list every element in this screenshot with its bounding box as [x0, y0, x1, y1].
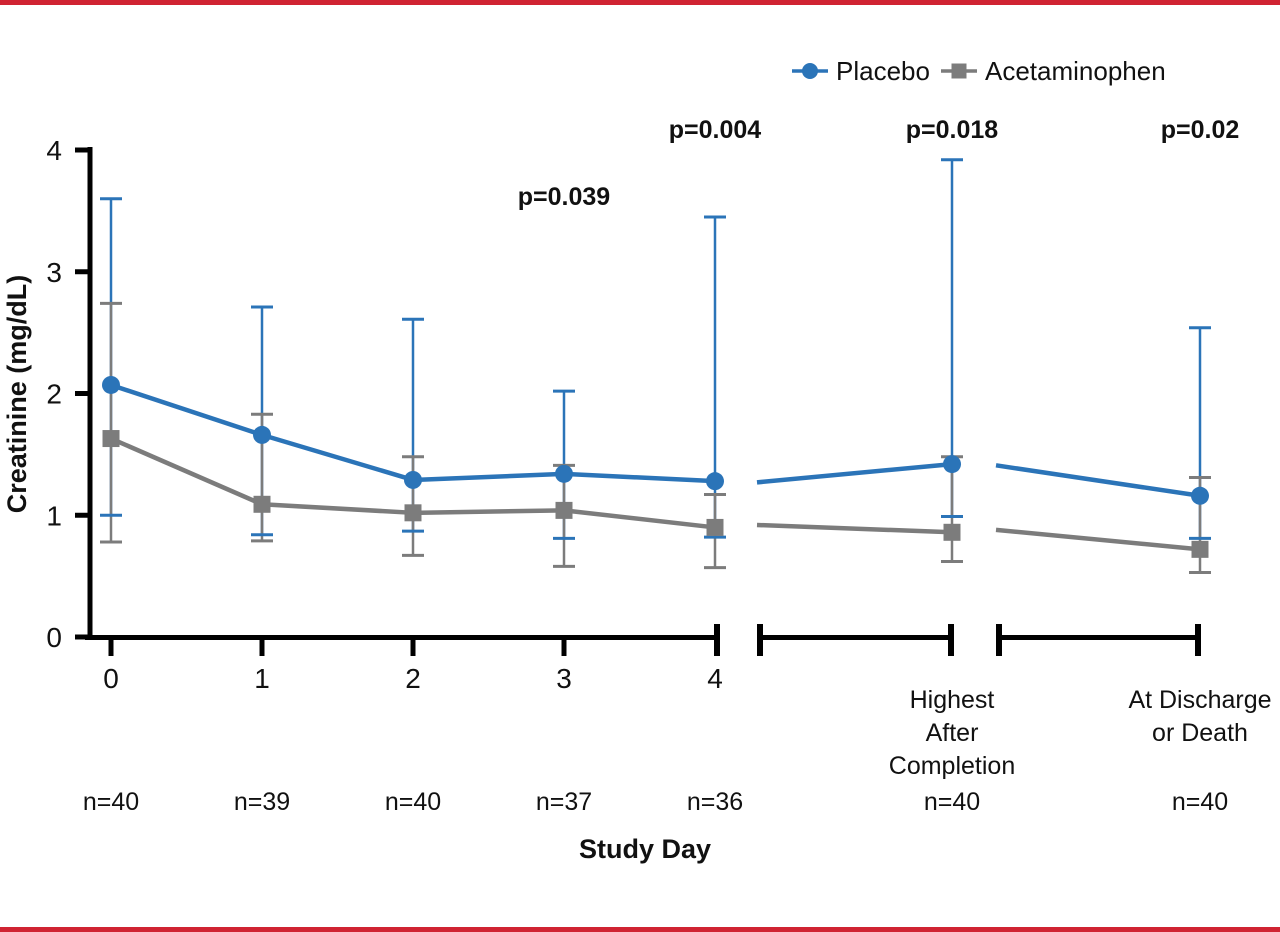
y-tick-label: 3 [46, 257, 62, 288]
x-axis-title: Study Day [579, 834, 711, 864]
legend-acetaminophen-label: Acetaminophen [985, 56, 1166, 86]
p-value-label: p=0.004 [669, 116, 762, 144]
acetaminophen-point [943, 523, 961, 541]
acetaminophen-point [555, 501, 573, 519]
n-label: n=40 [83, 788, 139, 816]
acetaminophen-point [1191, 540, 1209, 558]
y-tick-label: 0 [46, 622, 62, 653]
y-axis-title: Creatinine (mg/dL) [2, 275, 32, 514]
p-value-label: p=0.039 [518, 183, 610, 211]
placebo-point [253, 425, 271, 444]
n-label: n=40 [1172, 788, 1228, 816]
x-category-label: or Death [1152, 719, 1248, 747]
bottom-red-rule [0, 927, 1280, 932]
n-label: n=40 [924, 788, 980, 816]
x-category-label: Highest [910, 686, 995, 714]
acetaminophen-point [706, 518, 724, 536]
x-tick-label: 2 [405, 663, 421, 694]
placebo-line [995, 463, 1201, 498]
p-value-label: p=0.018 [906, 116, 999, 144]
x-category-label: Completion [889, 752, 1015, 780]
legend-placebo-marker [802, 63, 818, 79]
placebo-point [404, 470, 422, 489]
x-tick-label: 3 [556, 663, 572, 694]
n-label: n=37 [536, 788, 592, 816]
x-category-label: After [926, 719, 979, 747]
n-label: n=36 [687, 788, 743, 816]
placebo-point [102, 375, 120, 394]
placebo-point [706, 472, 724, 491]
top-red-rule [0, 0, 1280, 5]
p-value-label: p=0.02 [1161, 116, 1240, 144]
placebo-point [1191, 486, 1209, 505]
acetaminophen-point [102, 430, 120, 448]
n-label: n=39 [234, 788, 290, 816]
placebo-point [943, 455, 961, 474]
acetaminophen-point [253, 495, 271, 513]
x-category-label: At Discharge [1128, 686, 1271, 714]
acetaminophen-line [995, 527, 1201, 552]
x-tick-label: 0 [103, 663, 119, 694]
n-label: n=40 [385, 788, 441, 816]
legend-placebo-label: Placebo [836, 56, 930, 86]
legend-acetaminophen-marker [951, 63, 967, 79]
acetaminophen-line [756, 522, 953, 535]
placebo-point [555, 464, 573, 483]
placebo-line [756, 461, 953, 485]
y-tick-label: 1 [46, 500, 62, 531]
acetaminophen-point [404, 504, 422, 522]
x-tick-label: 4 [707, 663, 723, 694]
x-tick-label: 1 [254, 663, 270, 694]
y-tick-label: 2 [46, 379, 62, 410]
y-tick-label: 4 [46, 135, 62, 166]
